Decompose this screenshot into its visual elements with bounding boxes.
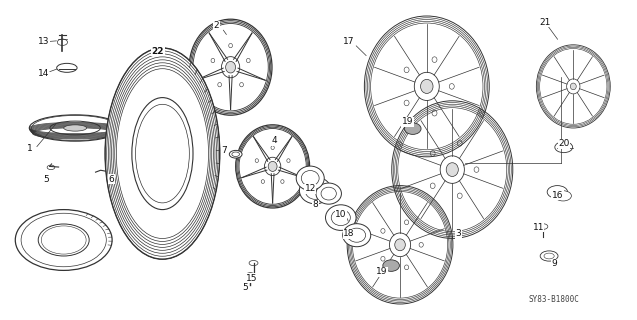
Text: 5: 5 bbox=[242, 284, 248, 292]
Ellipse shape bbox=[555, 191, 571, 201]
Text: 12: 12 bbox=[304, 184, 316, 193]
Text: 15: 15 bbox=[246, 274, 257, 283]
Text: 20: 20 bbox=[558, 140, 569, 148]
Text: 22: 22 bbox=[152, 47, 164, 56]
Text: 11: 11 bbox=[533, 223, 544, 232]
Text: 17: 17 bbox=[343, 37, 355, 46]
Ellipse shape bbox=[299, 177, 331, 204]
Text: 7: 7 bbox=[221, 146, 227, 155]
Ellipse shape bbox=[229, 150, 242, 158]
Ellipse shape bbox=[225, 61, 236, 73]
Text: 19: 19 bbox=[376, 268, 388, 276]
Ellipse shape bbox=[547, 186, 568, 198]
Text: 4: 4 bbox=[271, 136, 276, 145]
Ellipse shape bbox=[540, 251, 558, 261]
Ellipse shape bbox=[555, 142, 573, 153]
Ellipse shape bbox=[570, 83, 576, 90]
Ellipse shape bbox=[57, 63, 77, 72]
Ellipse shape bbox=[326, 205, 356, 230]
Text: 2: 2 bbox=[214, 21, 219, 30]
Ellipse shape bbox=[296, 166, 324, 190]
Text: 8: 8 bbox=[312, 200, 318, 209]
Ellipse shape bbox=[15, 210, 112, 270]
Text: 18: 18 bbox=[343, 229, 355, 238]
Text: 9: 9 bbox=[551, 260, 557, 268]
Text: 1: 1 bbox=[27, 144, 33, 153]
Text: 5: 5 bbox=[43, 175, 50, 184]
Ellipse shape bbox=[404, 123, 421, 134]
Text: 19: 19 bbox=[402, 117, 413, 126]
Ellipse shape bbox=[420, 79, 433, 93]
Ellipse shape bbox=[343, 224, 371, 247]
Ellipse shape bbox=[64, 125, 87, 131]
Ellipse shape bbox=[446, 163, 459, 177]
Text: 3: 3 bbox=[455, 229, 462, 238]
Text: 10: 10 bbox=[335, 210, 347, 219]
Text: 13: 13 bbox=[38, 37, 49, 46]
Ellipse shape bbox=[105, 48, 220, 259]
Text: 14: 14 bbox=[38, 69, 49, 78]
Ellipse shape bbox=[316, 183, 341, 204]
Text: 21: 21 bbox=[539, 18, 550, 27]
Ellipse shape bbox=[383, 260, 399, 271]
Ellipse shape bbox=[132, 98, 193, 210]
Ellipse shape bbox=[268, 161, 277, 172]
Text: 16: 16 bbox=[552, 191, 563, 200]
Text: SY83-B1800C: SY83-B1800C bbox=[529, 295, 580, 304]
Text: 6: 6 bbox=[108, 175, 115, 184]
Ellipse shape bbox=[38, 224, 89, 256]
Ellipse shape bbox=[395, 239, 405, 251]
